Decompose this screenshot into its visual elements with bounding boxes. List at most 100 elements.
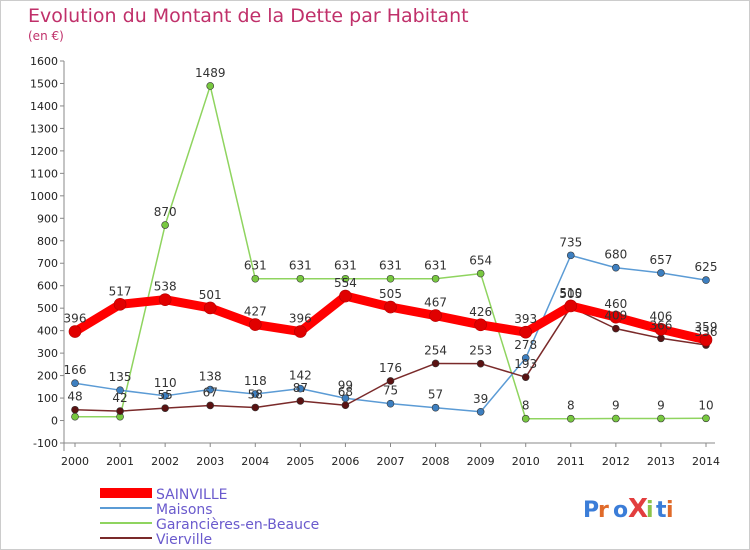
chart-subtitle: (en €) xyxy=(28,29,64,43)
data-point xyxy=(161,404,169,412)
data-point xyxy=(251,390,260,398)
x-tick-label: 2001 xyxy=(106,455,134,468)
data-label: 135 xyxy=(109,370,132,384)
x-tick-label: 2003 xyxy=(196,455,224,468)
data-label: 48 xyxy=(67,390,82,404)
data-label: 39 xyxy=(473,392,488,406)
data-label: 505 xyxy=(379,287,402,301)
data-point xyxy=(251,403,260,412)
data-point xyxy=(476,359,485,368)
data-point xyxy=(519,325,533,339)
data-point xyxy=(161,392,169,400)
logo-letter: P xyxy=(583,498,599,523)
y-tick-label: 1200 xyxy=(30,145,58,158)
data-label: 42 xyxy=(112,391,127,405)
data-point xyxy=(116,386,124,394)
axes: -100 0 100 200 300 400 500 600 700 800 900 1000 1100… xyxy=(30,55,720,468)
data-label: 409 xyxy=(604,309,627,323)
data-point xyxy=(71,412,79,421)
data-label: 517 xyxy=(109,284,132,298)
data-label: 253 xyxy=(469,344,492,358)
data-point xyxy=(113,298,127,311)
data-label: 396 xyxy=(64,312,87,326)
data-point xyxy=(206,385,215,394)
data-label: 176 xyxy=(379,361,402,375)
data-label: 631 xyxy=(334,259,357,273)
data-point xyxy=(566,414,575,423)
data-label: 99 xyxy=(338,378,353,392)
data-point xyxy=(699,333,713,347)
data-label: 67 xyxy=(203,385,218,399)
y-tick-label: 1000 xyxy=(30,190,58,203)
data-label: 87 xyxy=(293,381,308,395)
data-label: 142 xyxy=(289,369,312,383)
data-point xyxy=(612,263,620,272)
logo-letter: t xyxy=(656,498,667,523)
data-point xyxy=(612,324,620,333)
data-point xyxy=(71,379,79,388)
data-label: 870 xyxy=(154,205,177,219)
chart-title: Evolution du Montant de la Dette par Hab… xyxy=(28,5,469,27)
data-label: 57 xyxy=(428,388,443,402)
data-label: 460 xyxy=(604,297,627,311)
data-label: 110 xyxy=(154,376,177,390)
data-label: 427 xyxy=(244,305,267,319)
data-point xyxy=(206,82,215,90)
data-point xyxy=(612,414,620,423)
x-tick-label: 2006 xyxy=(331,455,359,468)
data-label: 9 xyxy=(612,399,620,413)
data-point xyxy=(476,407,485,416)
legend-label: Garancières-en-Beauce xyxy=(156,517,319,533)
legend: SAINVILLEMaisonsGarancières-en-BeauceVie… xyxy=(100,487,319,548)
y-tick-label: 0 xyxy=(51,415,58,428)
data-point xyxy=(251,274,260,283)
data-point xyxy=(386,399,395,408)
data-point xyxy=(657,334,665,343)
x-tick-label: 2002 xyxy=(151,455,179,468)
data-label: 1489 xyxy=(195,66,226,80)
data-point xyxy=(68,325,82,338)
data-label: 336 xyxy=(695,325,718,339)
data-point xyxy=(654,322,668,336)
y-tick-label: 400 xyxy=(37,325,58,338)
y-tick-label: 300 xyxy=(37,347,58,360)
data-label: 359 xyxy=(695,320,718,334)
data-label: 501 xyxy=(199,288,222,302)
y-tick-label: 900 xyxy=(37,212,58,225)
data-point xyxy=(564,299,578,313)
y-tick-label: 700 xyxy=(37,257,58,270)
data-point xyxy=(386,274,395,283)
data-label: 118 xyxy=(244,374,267,388)
y-tick-label: 1500 xyxy=(30,77,58,90)
data-label: 505 xyxy=(559,287,582,301)
data-label: 510 xyxy=(559,286,582,300)
data-label: 467 xyxy=(424,296,447,310)
data-label: 278 xyxy=(514,338,537,352)
data-point xyxy=(206,401,215,410)
data-point xyxy=(339,289,352,303)
data-point xyxy=(294,325,307,338)
data-point xyxy=(476,269,485,278)
x-tick-label: 2008 xyxy=(422,455,450,468)
logo-letter: i xyxy=(646,498,654,523)
data-point xyxy=(431,359,440,368)
data-label: 631 xyxy=(244,259,267,273)
data-label: 735 xyxy=(559,235,582,249)
data-point xyxy=(116,407,124,415)
data-label: 554 xyxy=(334,276,357,290)
data-label: 193 xyxy=(514,357,537,371)
y-tick-label: -100 xyxy=(33,437,58,450)
logo-letter: o xyxy=(613,498,628,523)
data-point xyxy=(429,309,442,322)
data-point xyxy=(521,354,530,362)
data-point xyxy=(158,293,172,306)
data-label: 393 xyxy=(514,312,537,326)
data-label: 654 xyxy=(469,254,492,268)
data-label: 625 xyxy=(695,260,718,274)
data-point xyxy=(203,301,217,315)
x-tick-label: 2007 xyxy=(377,455,405,468)
data-point xyxy=(431,403,440,412)
